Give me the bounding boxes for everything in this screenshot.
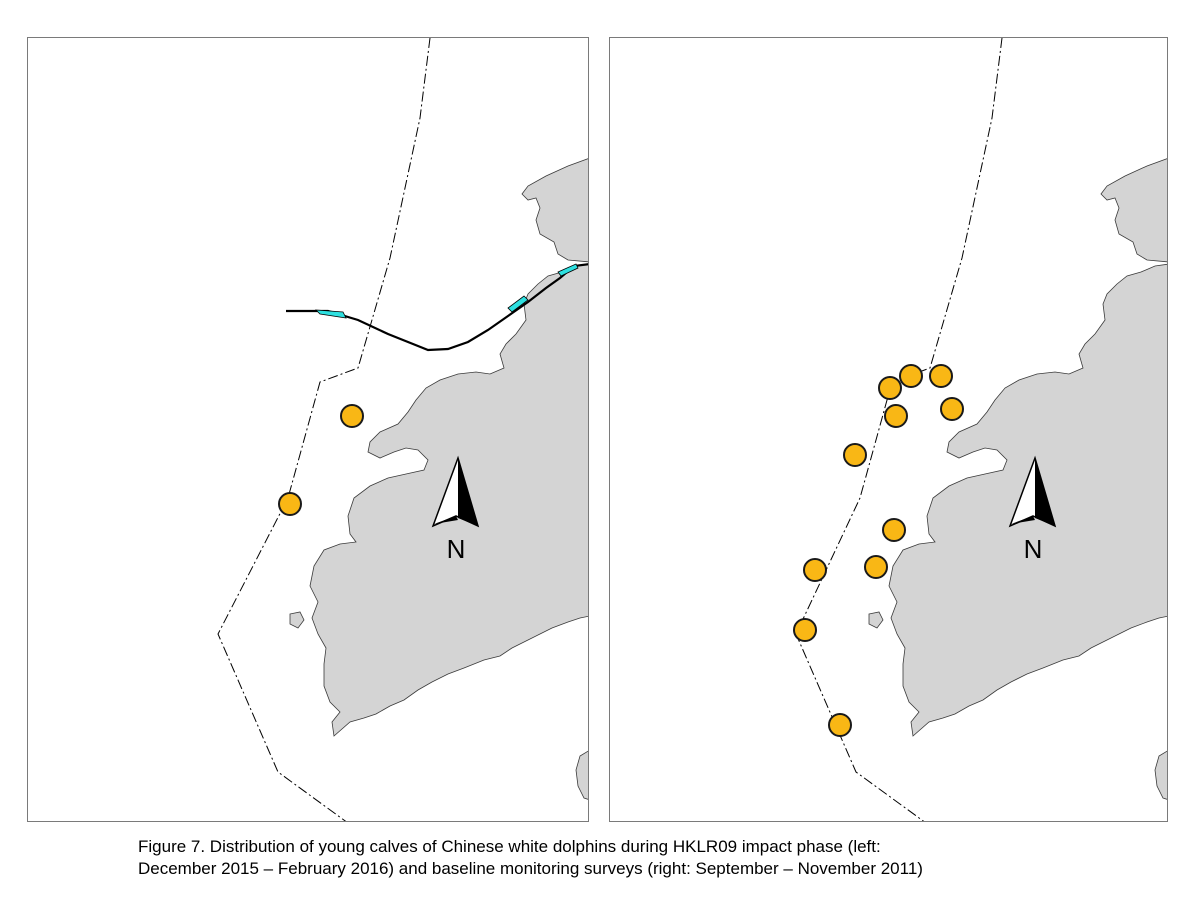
island-south-east	[575, 750, 588, 800]
north-arrow-label: N	[1024, 534, 1043, 564]
calf-sighting-marker	[929, 364, 953, 388]
calf-sighting-marker	[340, 404, 364, 428]
islet	[289, 611, 305, 629]
map-panel-baseline-monitoring: N	[609, 37, 1168, 822]
map-canvas-impact-phase: N	[217, 38, 588, 821]
figure-caption: Figure 7. Distribution of young calves o…	[138, 836, 1178, 880]
calf-sighting-marker	[803, 558, 827, 582]
sightings-impact-phase	[278, 404, 364, 516]
calf-sighting-marker	[878, 376, 902, 400]
island-south-east	[1154, 750, 1167, 800]
north-arrow	[1008, 455, 1057, 528]
sightings-baseline-monitoring	[793, 364, 964, 737]
hklr09-alignment	[286, 263, 588, 352]
calf-sighting-marker	[843, 443, 867, 467]
calf-sighting-marker	[864, 555, 888, 579]
calf-sighting-marker	[884, 404, 908, 428]
calf-sighting-marker	[278, 492, 302, 516]
calf-sighting-marker	[828, 713, 852, 737]
island-north	[1100, 158, 1167, 263]
calf-sighting-marker	[793, 618, 817, 642]
island-north	[521, 158, 588, 263]
caption-line-2: December 2015 – February 2016) and basel…	[138, 859, 923, 878]
caption-line-1: Figure 7. Distribution of young calves o…	[138, 837, 881, 856]
islet	[868, 611, 884, 629]
map-panel-impact-phase: N	[27, 37, 589, 822]
calf-sighting-marker	[940, 397, 964, 421]
calf-sighting-marker	[882, 518, 906, 542]
calf-sighting-marker	[899, 364, 923, 388]
north-arrow-label: N	[447, 534, 466, 564]
north-arrow	[431, 455, 480, 528]
map-canvas-baseline-monitoring: N	[793, 38, 1167, 821]
study-area-boundary	[217, 38, 431, 821]
